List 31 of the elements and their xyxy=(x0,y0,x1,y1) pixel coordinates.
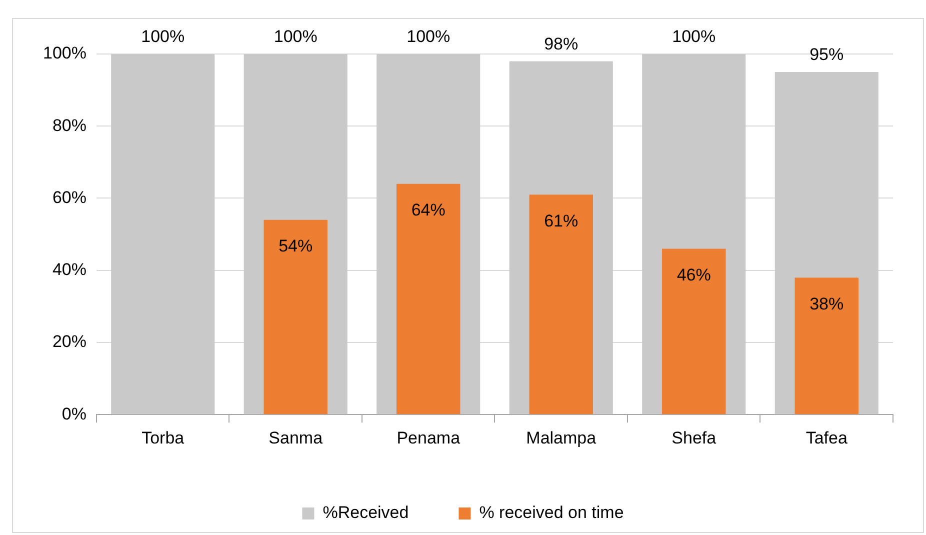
x-tick-label: Malampa xyxy=(526,428,597,448)
data-label: 98% xyxy=(544,34,578,54)
data-label: 64% xyxy=(411,200,446,220)
data-label: 100% xyxy=(672,27,716,46)
data-label: 95% xyxy=(810,45,844,64)
data-label: 100% xyxy=(274,27,318,46)
data-label: 61% xyxy=(544,211,578,230)
bar xyxy=(396,184,460,414)
y-tick-label: 20% xyxy=(52,332,86,352)
y-tick-label: 80% xyxy=(52,116,86,135)
y-tick-label: 60% xyxy=(52,188,86,207)
x-tick-label: Penama xyxy=(396,428,461,448)
x-tick-label: Torba xyxy=(142,428,185,448)
y-tick-label: 100% xyxy=(42,44,86,63)
data-label: 54% xyxy=(278,236,313,256)
bar xyxy=(529,194,593,414)
data-label: 100% xyxy=(141,27,185,46)
data-label: 100% xyxy=(406,27,450,46)
legend-label: % received on time xyxy=(479,503,624,522)
bar xyxy=(111,54,215,414)
bar xyxy=(794,278,858,414)
bar xyxy=(662,248,726,414)
y-tick-label: 0% xyxy=(62,404,86,424)
data-label: 38% xyxy=(810,294,844,314)
bar xyxy=(264,220,328,414)
data-label: 46% xyxy=(676,265,711,284)
y-tick-label: 40% xyxy=(52,260,86,280)
legend-label: %Received xyxy=(322,503,409,522)
x-tick-label: Sanma xyxy=(268,428,324,448)
x-tick-label: Shefa xyxy=(672,428,717,448)
x-tick-label: Tafea xyxy=(806,428,848,448)
